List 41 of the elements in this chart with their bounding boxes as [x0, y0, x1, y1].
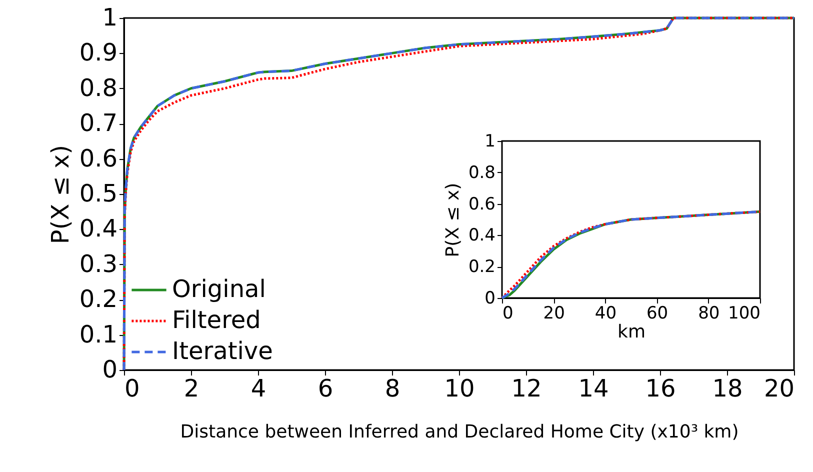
y-tick-label: 0.9: [79, 38, 118, 67]
y-axis-title: P(X ≤ x): [442, 182, 464, 258]
y-tick-label: 0.1: [79, 320, 118, 348]
y-tick-label: 0.6: [468, 194, 496, 214]
x-tick-label: 2: [184, 374, 200, 402]
y-tick-label: 1: [484, 132, 496, 152]
y-tick-label: 0.8: [79, 74, 118, 102]
x-tick-label: 60: [646, 304, 668, 324]
y-tick-label: 0.5: [79, 180, 118, 208]
x-tick-label: 40: [594, 304, 617, 324]
legend-label: Iterative: [172, 337, 273, 365]
x-tick-label: 20: [543, 304, 565, 324]
legend-label: Filtered: [172, 306, 261, 334]
y-tick-label: 0.3: [79, 250, 118, 278]
y-tick-label: 0.2: [79, 285, 118, 314]
y-axis-title: P(X ≤ x): [46, 144, 74, 244]
x-tick-label: 12: [511, 374, 542, 402]
legend-label: Original: [172, 275, 266, 303]
y-tick-label: 0: [102, 356, 118, 384]
x-tick-label: 80: [698, 304, 720, 324]
x-tick-label: 18: [712, 374, 743, 402]
x-axis-title: km: [618, 322, 646, 342]
y-tick-label: 1: [102, 4, 118, 32]
x-tick-label: 100: [728, 304, 760, 324]
x-tick-label: 8: [384, 374, 400, 402]
x-tick-label: 6: [318, 374, 334, 402]
x-tick-label: 0: [124, 374, 140, 402]
x-tick-label: 0: [502, 304, 514, 324]
y-tick-label: 0: [484, 288, 496, 308]
x-tick-label: 16: [645, 374, 676, 402]
x-tick-label: 4: [250, 374, 266, 402]
y-tick-label: 0.4: [79, 214, 118, 243]
y-tick-label: 0.8: [468, 162, 496, 183]
x-tick-label: 20: [764, 374, 794, 402]
y-tick-label: 0.2: [468, 257, 496, 278]
x-tick-label: 14: [578, 374, 609, 402]
x-axis-title: Distance between Inferred and Declared Home City (x10³ km): [180, 422, 739, 442]
x-tick-label: 10: [444, 374, 475, 402]
y-tick-label: 0.7: [79, 109, 118, 138]
y-tick-label: 0.6: [79, 144, 118, 172]
y-tick-label: 0.4: [468, 226, 496, 246]
